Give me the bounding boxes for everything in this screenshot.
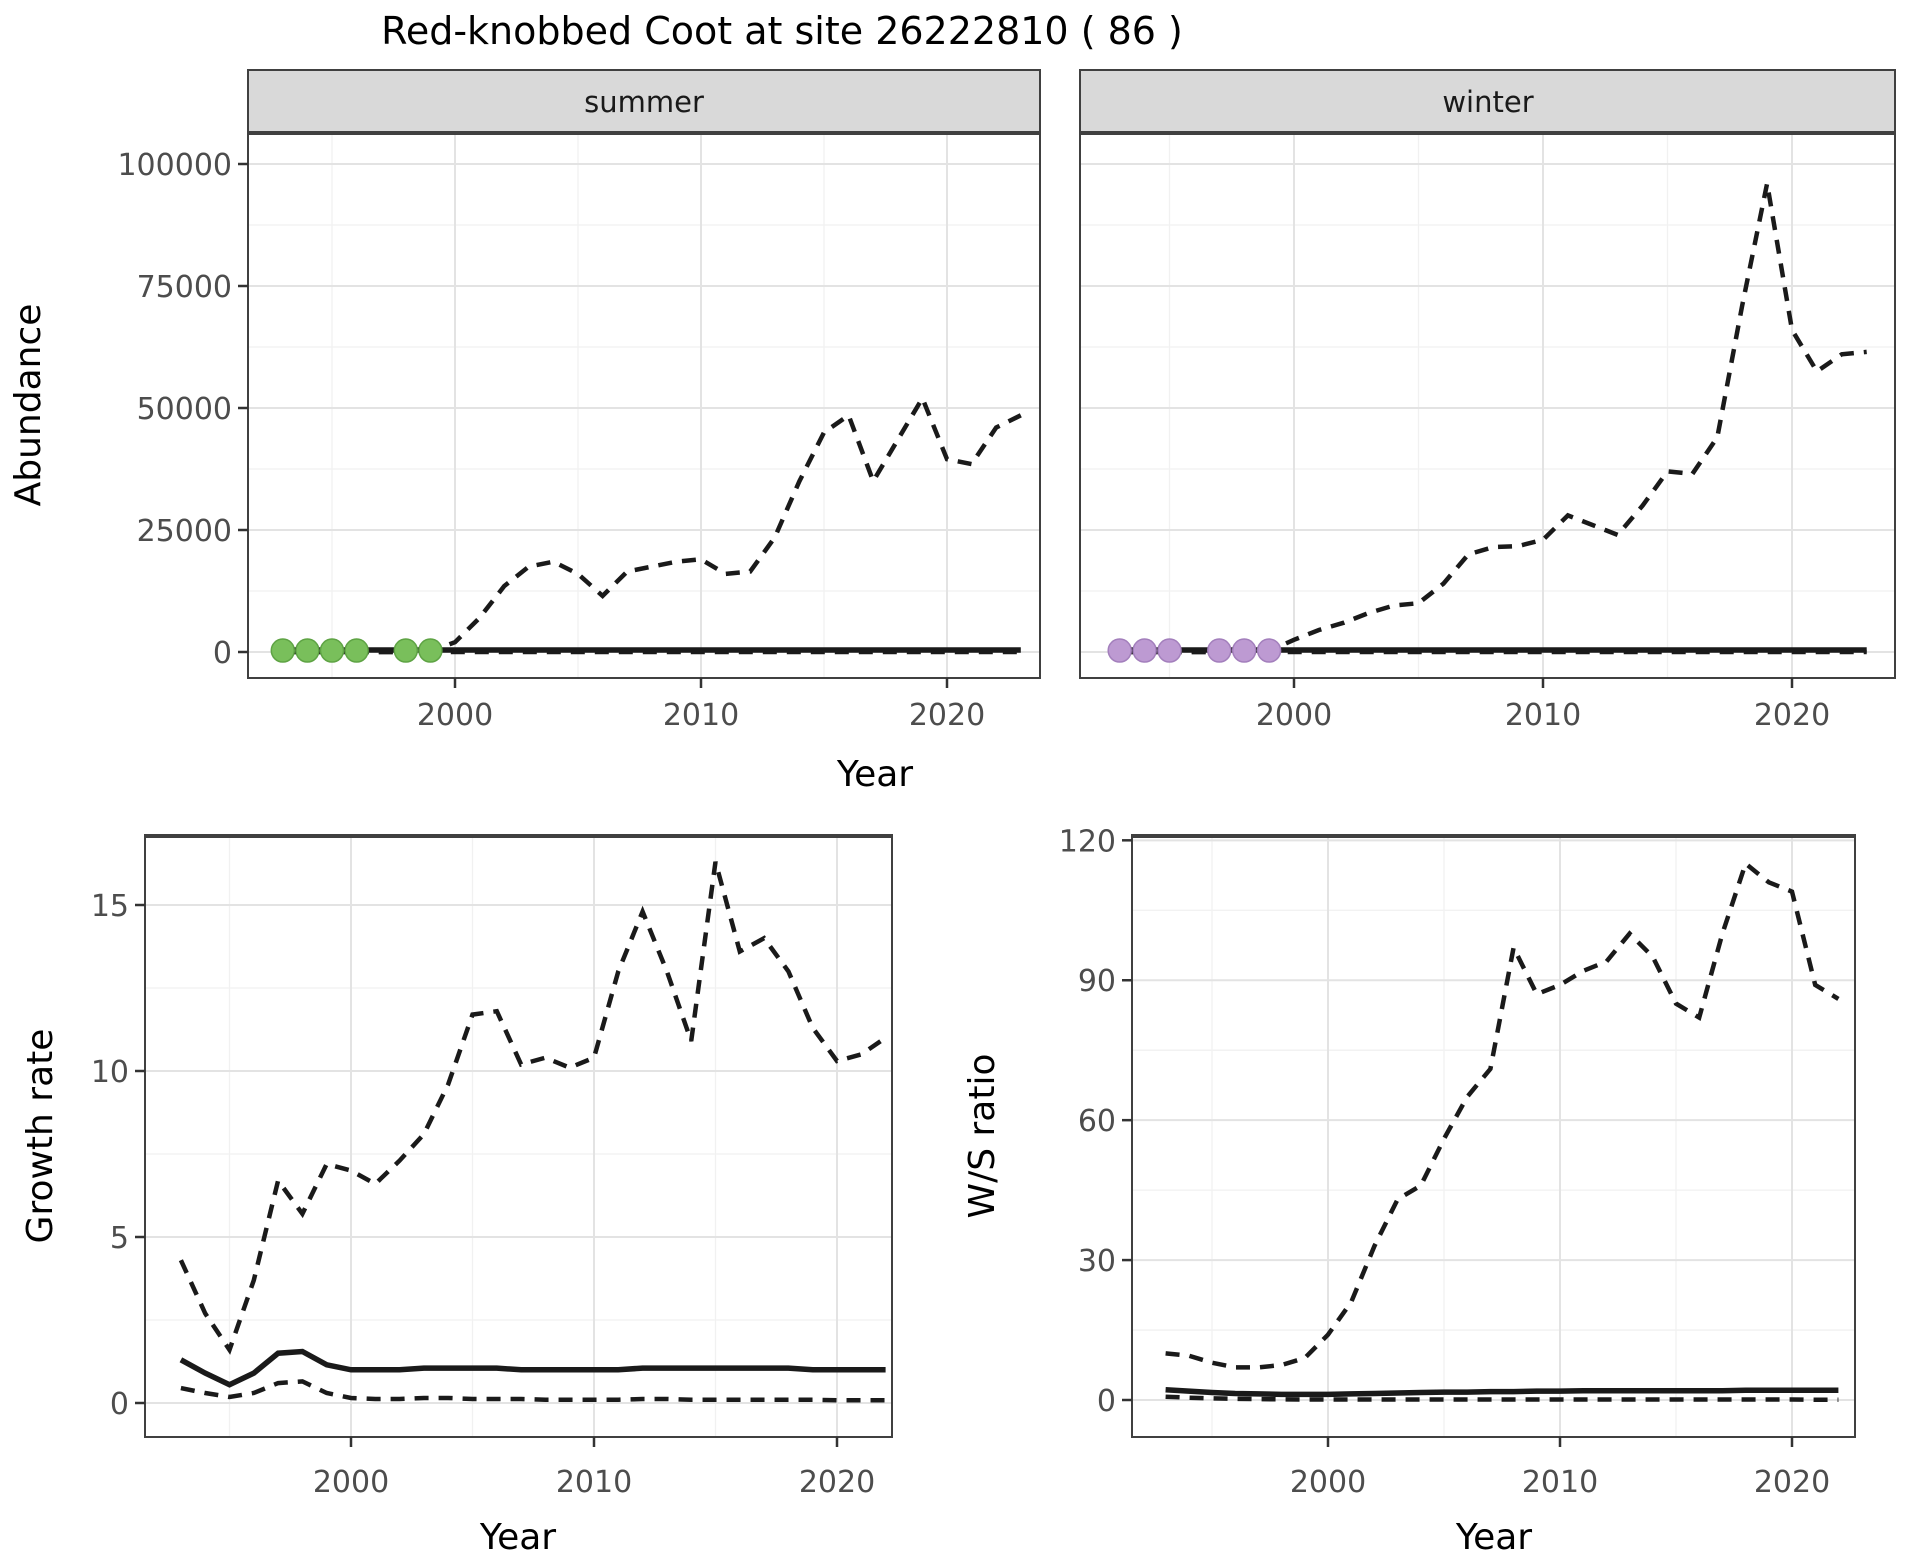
facet-strip <box>247 69 1041 133</box>
y-tick-label: 10 <box>91 1055 129 1090</box>
x-axis-title-ws-year: Year <box>1455 1517 1532 1558</box>
observed-counts-winter-dot <box>1256 638 1282 663</box>
panel-background <box>145 835 892 1437</box>
x-axis-title-top-year: Year <box>836 754 913 795</box>
y-axis-title-ws-ratio: W/S ratio <box>962 1053 1003 1218</box>
series-line-estimate <box>1165 1386 1839 1398</box>
observed-counts-winter-dot <box>1157 638 1182 663</box>
series-line-lower_95ci <box>180 1379 886 1403</box>
observed-counts-winter-dot <box>1207 638 1232 663</box>
x-tick-label: 2020 <box>909 698 985 733</box>
observed-counts-winter-dot <box>1132 638 1157 663</box>
series-line-lower_95ci <box>1165 1394 1839 1403</box>
facet-label-summer: summer <box>584 85 704 119</box>
x-tick-label: 2000 <box>417 698 493 733</box>
series-line-upper_95ci <box>178 861 887 1355</box>
series-line-upper_95ci <box>1165 859 1840 1370</box>
observed-counts-summer-dot <box>418 638 443 663</box>
panel-summer: 2000 2010 2020 0 25000 50000 75000 100000 <box>117 69 1041 733</box>
x-tick-label: 2000 <box>1290 1465 1366 1500</box>
observed-counts-summer-dot <box>393 638 419 663</box>
x-tick-label: 2000 <box>1256 698 1332 733</box>
y-tick-label: 5 <box>110 1221 129 1256</box>
observed-counts-winter-dot <box>1231 638 1257 663</box>
y-tick-label: 100000 <box>117 148 232 183</box>
x-axis-title-growth-year: Year <box>479 1517 556 1558</box>
y-tick-label: 25000 <box>137 514 232 549</box>
panel-background <box>248 132 1040 678</box>
y-tick-label: 30 <box>1078 1244 1116 1279</box>
y-tick-label: 0 <box>213 636 232 671</box>
y-tick-label: 15 <box>91 889 129 924</box>
y-axis-title-growth-rate: Growth rate <box>20 1029 61 1244</box>
observed-counts-summer-dot <box>270 638 296 663</box>
y-tick-label: 60 <box>1078 1104 1116 1139</box>
panel-ws_ratio: 2000 2010 2020 0 30 60 90 120 <box>1059 824 1856 1500</box>
panel-background <box>1080 132 1895 678</box>
observed-counts-winter-dot <box>1107 638 1132 663</box>
x-tick-label: 2020 <box>1754 698 1830 733</box>
x-tick-label: 2020 <box>799 1465 875 1500</box>
panel-growth_rate: 2000 2010 2020 0 5 10 15 <box>91 834 893 1500</box>
chart-title: Red-knobbed Coot at site 26222810 ( 86 ) <box>381 9 1183 53</box>
x-tick-label: 2010 <box>663 698 739 733</box>
y-axis-title-abundance: Abundance <box>8 304 49 507</box>
panel-winter: 2000 2010 2020 <box>1079 69 1896 733</box>
y-tick-label: 75000 <box>137 270 232 305</box>
observed-counts-summer-dot <box>319 638 345 663</box>
y-tick-label: 50000 <box>137 392 232 427</box>
y-tick-label: 0 <box>1097 1384 1116 1419</box>
y-tick-label: 90 <box>1078 964 1116 999</box>
x-tick-label: 2010 <box>1522 1465 1598 1500</box>
x-tick-label: 2010 <box>556 1465 632 1500</box>
x-tick-label: 2020 <box>1754 1465 1830 1500</box>
facet-strip <box>1079 69 1896 133</box>
y-tick-label: 120 <box>1059 824 1116 859</box>
x-tick-label: 2010 <box>1505 698 1581 733</box>
panel-background <box>1132 835 1855 1437</box>
series-line-estimate <box>179 1348 886 1388</box>
x-tick-label: 2000 <box>313 1465 389 1500</box>
facet-label-winter: winter <box>1442 85 1533 119</box>
observed-counts-summer-dot <box>344 638 369 663</box>
y-tick-label: 0 <box>110 1387 129 1422</box>
observed-counts-summer-dot <box>295 638 320 663</box>
